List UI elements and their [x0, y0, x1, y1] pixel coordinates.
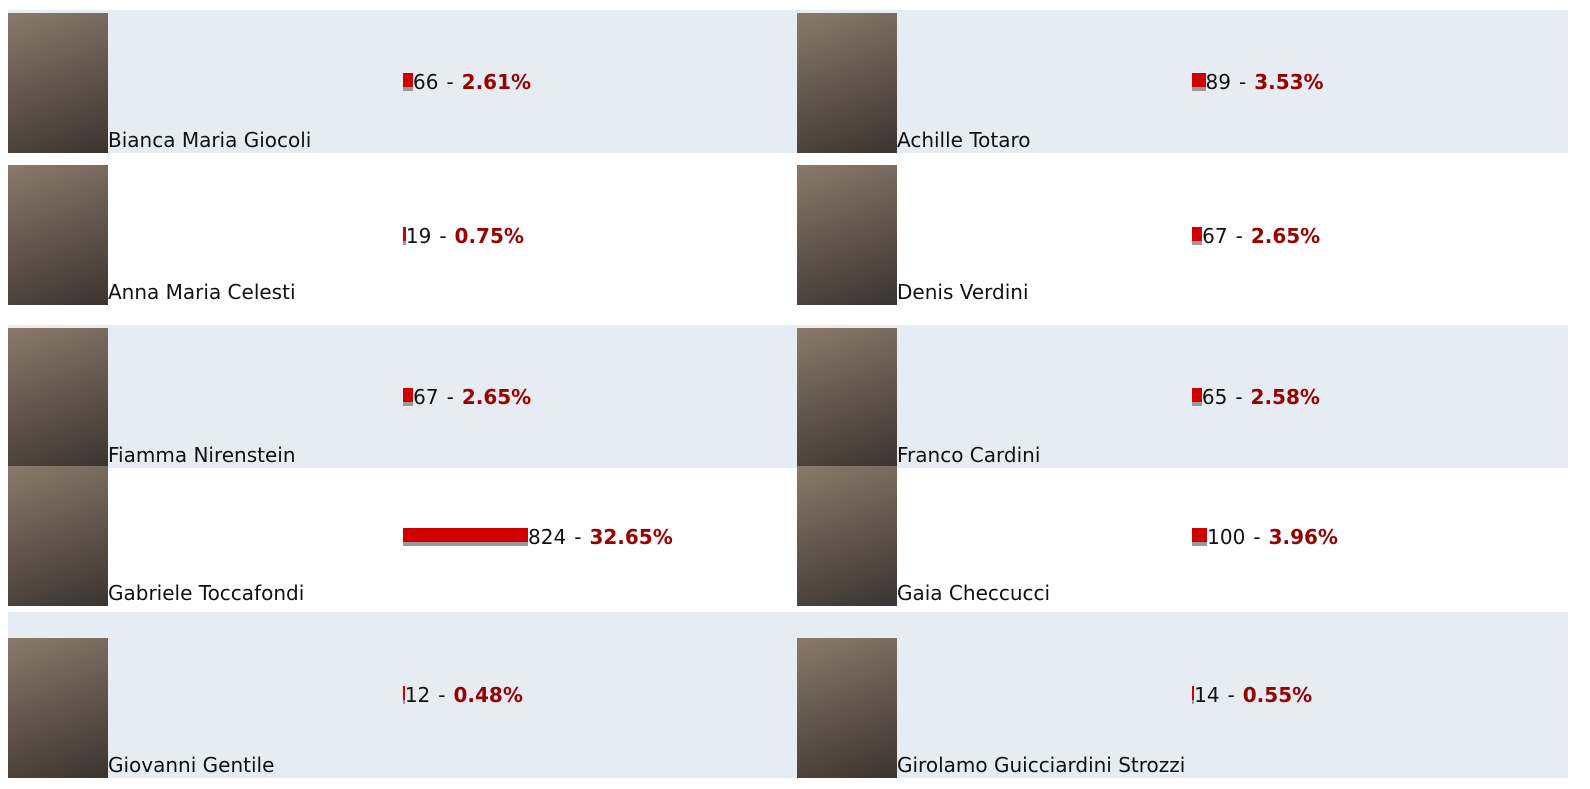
result-row: Gabriele Toccafondi 824-32.65% Gaia Checcu…: [8, 466, 1568, 606]
percent: 2.65%: [1250, 224, 1321, 248]
candidate-cell: Denis Verdini: [797, 165, 1192, 305]
photo: [797, 328, 897, 468]
votes: 66: [412, 69, 439, 94]
candidate: Denis Verdini: [797, 165, 1029, 305]
vote-bar: [403, 387, 414, 406]
candidate-name: Franco Cardini: [897, 443, 1041, 467]
candidate-name: Girolamo Guicciardini Strozzi: [897, 753, 1186, 777]
candidate-name: Giovanni Gentile: [108, 753, 275, 777]
candidate-cell: Giovanni Gentile: [8, 612, 403, 778]
vote-bar: [403, 528, 529, 546]
votes: 67: [413, 384, 439, 409]
votes: 14: [1194, 683, 1220, 707]
votes: 89: [1205, 69, 1231, 94]
vote-cell: 824-32.65%: [403, 468, 798, 606]
vote-cell: 100-3.96%: [1192, 468, 1587, 606]
candidate-cell: Girolamo Guicciardini Strozzi: [797, 612, 1192, 778]
percent: 3.53%: [1254, 69, 1324, 94]
candidate-name: Achille Totaro: [897, 128, 1031, 152]
candidate-cell: Gabriele Toccafondi: [8, 466, 403, 606]
percent: 2.61%: [461, 69, 532, 94]
separator: -: [438, 683, 446, 707]
vote-cell: 89-3.53%: [1192, 10, 1587, 153]
candidate-name: Gaia Checcucci: [897, 581, 1051, 605]
candidate: Giovanni Gentile: [8, 638, 274, 778]
candidate: Gaia Checcucci: [797, 466, 1050, 606]
photo: [8, 638, 108, 778]
votes: 100: [1207, 525, 1246, 549]
vote-cell: 14-0.55%: [1192, 612, 1587, 778]
result-row: Anna Maria Celesti 19-0.75% Denis Verdini 6…: [8, 165, 1568, 305]
candidate: Achille Totaro: [797, 13, 1031, 153]
candidate: Franco Cardini: [797, 328, 1040, 468]
percent: 32.65%: [589, 525, 673, 549]
result-row: Giovanni Gentile 12-0.48% Girolamo Guiccia…: [8, 612, 1568, 778]
vote-cell: 19-0.75%: [403, 167, 798, 305]
photo: [797, 165, 897, 305]
votes: 12: [404, 683, 431, 707]
candidate-name: Fiamma Nirenstein: [108, 443, 296, 467]
votes: 65: [1201, 384, 1228, 409]
result-row: Bianca Maria Giocoli 66-2.61% Achille Tota…: [8, 10, 1568, 153]
percent: 0.75%: [454, 224, 524, 248]
vote-bar: [1192, 528, 1208, 546]
percent: 0.55%: [1242, 683, 1313, 707]
photo: [8, 328, 108, 468]
candidate: Anna Maria Celesti: [8, 165, 296, 305]
separator: -: [1235, 224, 1243, 248]
separator: -: [1238, 69, 1247, 94]
vote-bar: [1192, 72, 1206, 91]
vote-cell: 12-0.48%: [403, 612, 798, 778]
separator: -: [446, 384, 454, 409]
vote-cell: 65-2.58%: [1192, 325, 1587, 468]
separator: -: [1235, 384, 1243, 409]
candidate-cell: Fiamma Nirenstein: [8, 325, 403, 468]
candidate-cell: Bianca Maria Giocoli: [8, 10, 403, 153]
photo: [797, 638, 897, 778]
percent: 2.65%: [461, 384, 532, 409]
votes: 824: [528, 525, 567, 549]
photo: [797, 466, 897, 606]
vote-bar: [403, 72, 413, 91]
vote-cell: 67-2.65%: [1192, 167, 1587, 305]
candidate-cell: Anna Maria Celesti: [8, 165, 403, 305]
candidate-name: Anna Maria Celesti: [108, 280, 296, 304]
percent: 2.58%: [1250, 384, 1320, 409]
candidate-name: Denis Verdini: [897, 280, 1029, 304]
candidate: Gabriele Toccafondi: [8, 466, 304, 606]
photo: [8, 165, 108, 305]
votes: 19: [405, 224, 432, 248]
vote-bar: [1192, 387, 1202, 406]
vote-bar: [403, 686, 405, 704]
candidate-cell: Achille Totaro: [797, 10, 1192, 153]
candidate-name: Gabriele Toccafondi: [108, 581, 305, 605]
result-row: Fiamma Nirenstein 67-2.65% Franco Cardini 6…: [8, 325, 1568, 468]
vote-bar: [1192, 686, 1195, 704]
photo: [797, 13, 897, 153]
vote-bar: [403, 227, 406, 245]
candidate-name: Bianca Maria Giocoli: [108, 128, 312, 152]
candidate: Bianca Maria Giocoli: [8, 13, 311, 153]
separator: -: [1253, 525, 1261, 549]
separator: -: [446, 69, 454, 94]
percent: 0.48%: [453, 683, 523, 707]
photo: [8, 13, 108, 153]
candidate-cell: Gaia Checcucci: [797, 466, 1192, 606]
separator: -: [1227, 683, 1235, 707]
vote-bar: [1192, 227, 1203, 245]
vote-cell: 66-2.61%: [403, 10, 798, 153]
votes: 67: [1202, 224, 1228, 248]
separator: -: [574, 525, 582, 549]
percent: 3.96%: [1268, 525, 1338, 549]
separator: -: [439, 224, 447, 248]
photo: [8, 466, 108, 606]
candidate: Fiamma Nirenstein: [8, 328, 296, 468]
candidate: Girolamo Guicciardini Strozzi: [797, 638, 1185, 778]
candidate-cell: Franco Cardini: [797, 325, 1192, 468]
vote-cell: 67-2.65%: [403, 325, 798, 468]
